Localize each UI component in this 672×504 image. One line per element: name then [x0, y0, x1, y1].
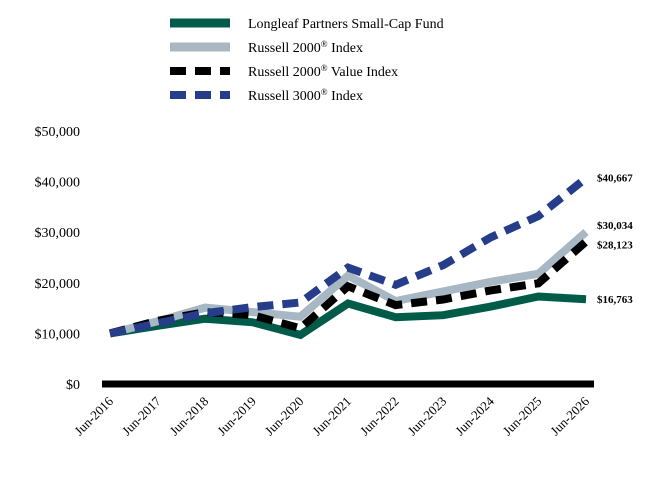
x-tick-label: Jun-2023: [404, 394, 449, 439]
x-tick-label: Jun-2024: [452, 393, 497, 438]
end-labels: $16,763 $30,034 $28,123 $40,667: [597, 173, 633, 306]
y-tick-label: $50,000: [35, 125, 81, 140]
end-value-label-russell-2000-value-index: $28,123: [597, 240, 633, 252]
x-tick-label: Jun-2021: [309, 394, 354, 439]
y-axis: $0 $10,000 $20,000 $30,000 $40,000 $50,000: [35, 125, 81, 393]
y-tick-label: $0: [66, 378, 80, 393]
series-lines: [108, 175, 589, 340]
series-line-russell-3000-index: [109, 175, 589, 338]
x-tick-label: Jun-2022: [357, 394, 402, 439]
x-tick-label: Jun-2017: [119, 393, 164, 438]
y-tick-label: $20,000: [35, 277, 81, 292]
x-tick-label: Jun-2026: [547, 393, 592, 438]
x-axis: Jun-2016 Jun-2017 Jun-2018 Jun-2019 Jun-2020…: [71, 380, 594, 439]
legend-label-russell-3000-index: Russell 3000® Index: [248, 87, 363, 104]
x-tick-label: Jun-2018: [166, 394, 211, 439]
x-tick-label: Jun-2020: [262, 394, 307, 439]
x-tick-label: Jun-2019: [214, 394, 259, 439]
y-tick-label: $30,000: [35, 226, 81, 241]
series-line-longleaf-partners-small-cap-fund: [109, 292, 587, 340]
end-value-label-russell-2000-index: $30,034: [597, 220, 633, 232]
end-value-label-russell-3000-index: $40,667: [597, 173, 633, 185]
legend-label-russell-2000-index: Russell 2000® Index: [248, 39, 363, 56]
x-tick-label: Jun-2025: [500, 394, 545, 439]
legend: Longleaf Partners Small-Cap Fund Russell …: [170, 17, 444, 104]
y-tick-label: $10,000: [35, 327, 81, 342]
y-tick-label: $40,000: [35, 176, 81, 191]
legend-label-russell-2000-value-index: Russell 2000® Value Index: [248, 63, 398, 80]
end-value-label-longleaf-partners-small-cap-fund: $16,763: [597, 294, 633, 306]
x-tick-label: Jun-2016: [71, 393, 116, 438]
legend-label-longleaf-partners-small-cap-fund: Longleaf Partners Small-Cap Fund: [248, 17, 444, 32]
